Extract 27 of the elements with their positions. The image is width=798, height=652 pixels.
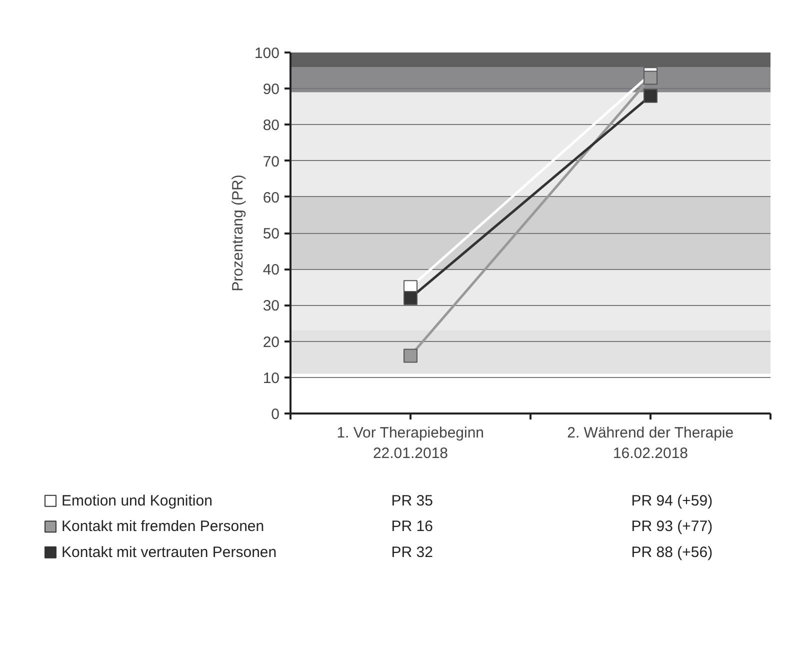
x-tick-label: 2. Während der Therapie 16.02.2018: [567, 424, 734, 462]
legend-label: Kontakt mit vertrauten Personen: [62, 544, 277, 561]
point: [404, 348, 418, 363]
y-tick-label: 80: [262, 117, 280, 134]
data-label: PR 32: [391, 544, 434, 561]
y-tick-label: 70: [262, 153, 280, 170]
legend-label: Emotion und Kognition: [62, 492, 212, 510]
y-tick-label: 20: [262, 334, 280, 351]
legend-label: Kontakt mit fremden Personen: [62, 518, 264, 536]
y-tick-label: 0: [271, 406, 280, 423]
data-label: PR 16: [391, 518, 434, 536]
y-tick-label: 10: [262, 370, 280, 387]
x-tick-label: 1. Vor Therapiebeginn 22.01.2018: [336, 424, 484, 462]
y-tick-label: 50: [262, 226, 280, 242]
data-label: PR 94 (+59): [631, 492, 713, 510]
point: [404, 290, 418, 305]
data-label: PR 35: [391, 492, 434, 510]
data-label: PR 88 (+56): [631, 544, 713, 561]
y-axis-title: Prozentrang (PR): [229, 174, 246, 292]
data-label: PR 93 (+77): [631, 518, 713, 536]
y-tick-label: 100: [254, 45, 280, 62]
point: [644, 88, 658, 103]
y-tick-label: 90: [262, 81, 280, 98]
point: [644, 70, 658, 85]
y-tick-label: 40: [262, 262, 280, 279]
y-tick-label: 30: [262, 298, 280, 315]
y-tick-label: 60: [262, 189, 280, 206]
